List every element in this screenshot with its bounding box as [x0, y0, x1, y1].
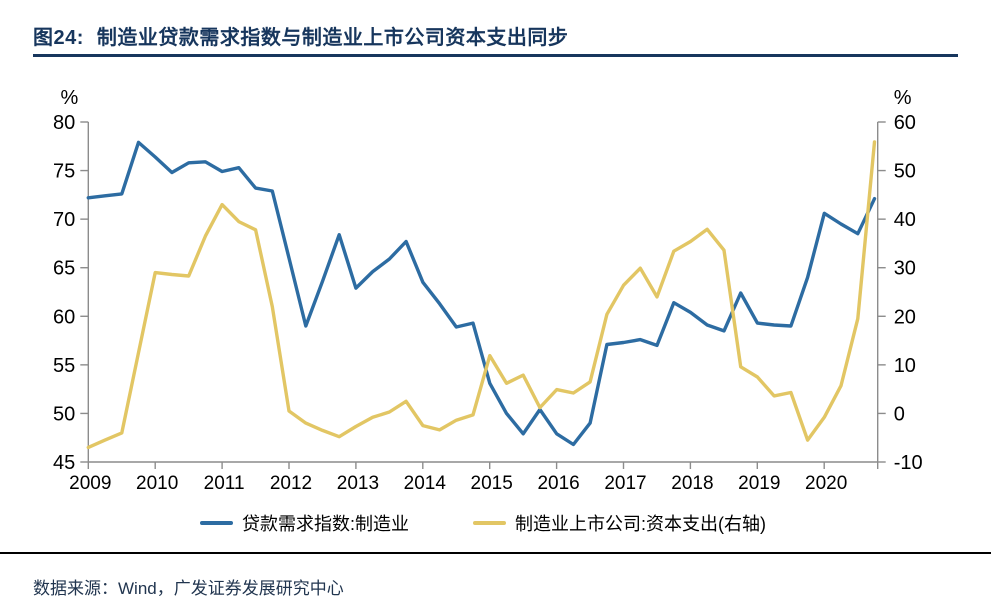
svg-text:2014: 2014	[404, 473, 447, 494]
legend-line-swatch-blue	[199, 521, 233, 525]
svg-text:10: 10	[894, 355, 916, 377]
svg-text:60: 60	[894, 112, 916, 134]
footer-divider	[0, 552, 991, 554]
svg-text:2011: 2011	[204, 473, 245, 494]
legend-line-swatch-yellow	[473, 521, 506, 525]
svg-text:2016: 2016	[537, 473, 579, 494]
svg-text:%: %	[894, 87, 912, 109]
chart-legend: 贷款需求指数:制造业 制造业上市公司:资本支出(右轴)	[88, 509, 878, 537]
svg-text:75: 75	[53, 161, 75, 183]
svg-text:2020: 2020	[805, 473, 847, 494]
svg-text:55: 55	[53, 355, 75, 377]
title-divider	[33, 54, 958, 57]
svg-text:70: 70	[53, 209, 75, 231]
svg-text:60: 60	[53, 306, 75, 328]
svg-text:0: 0	[894, 403, 905, 425]
legend-item-loan-demand-index: 贷款需求指数:制造业	[199, 510, 409, 536]
svg-text:2010: 2010	[136, 473, 178, 494]
svg-text:80: 80	[53, 112, 75, 134]
svg-text:20: 20	[894, 306, 916, 328]
legend-label: 贷款需求指数:制造业	[241, 514, 409, 534]
data-source: 数据来源：Wind，广发证券发展研究中心	[33, 579, 344, 598]
svg-text:2015: 2015	[471, 473, 513, 494]
svg-text:30: 30	[894, 258, 916, 280]
legend-label: 制造业上市公司:资本支出(右轴)	[515, 514, 766, 534]
svg-text:2019: 2019	[738, 473, 780, 494]
figure-title-text: 制造业贷款需求指数与制造业上市公司资本支出同步	[96, 27, 569, 49]
figure-title: 图24: 制造业贷款需求指数与制造业上市公司资本支出同步	[33, 21, 958, 50]
svg-text:40: 40	[894, 209, 916, 231]
legend-item-capex: 制造业上市公司:资本支出(右轴)	[473, 510, 766, 536]
figure-number: 图24:	[33, 27, 84, 49]
svg-text:2017: 2017	[604, 473, 646, 494]
svg-text:2009: 2009	[69, 473, 111, 494]
svg-text:2018: 2018	[671, 473, 713, 494]
svg-text:45: 45	[53, 452, 75, 474]
svg-text:50: 50	[894, 161, 916, 183]
svg-text:-10: -10	[894, 452, 923, 474]
svg-text:%: %	[61, 87, 79, 109]
dual-axis-line-chart: 80 75 70 65 60 55 50 45 60 50 40 30 20 10 0 -10 2009 2010…	[53, 87, 923, 494]
svg-text:65: 65	[53, 258, 75, 280]
svg-text:2013: 2013	[337, 473, 379, 494]
svg-text:50: 50	[53, 403, 75, 425]
svg-text:2012: 2012	[270, 473, 312, 494]
